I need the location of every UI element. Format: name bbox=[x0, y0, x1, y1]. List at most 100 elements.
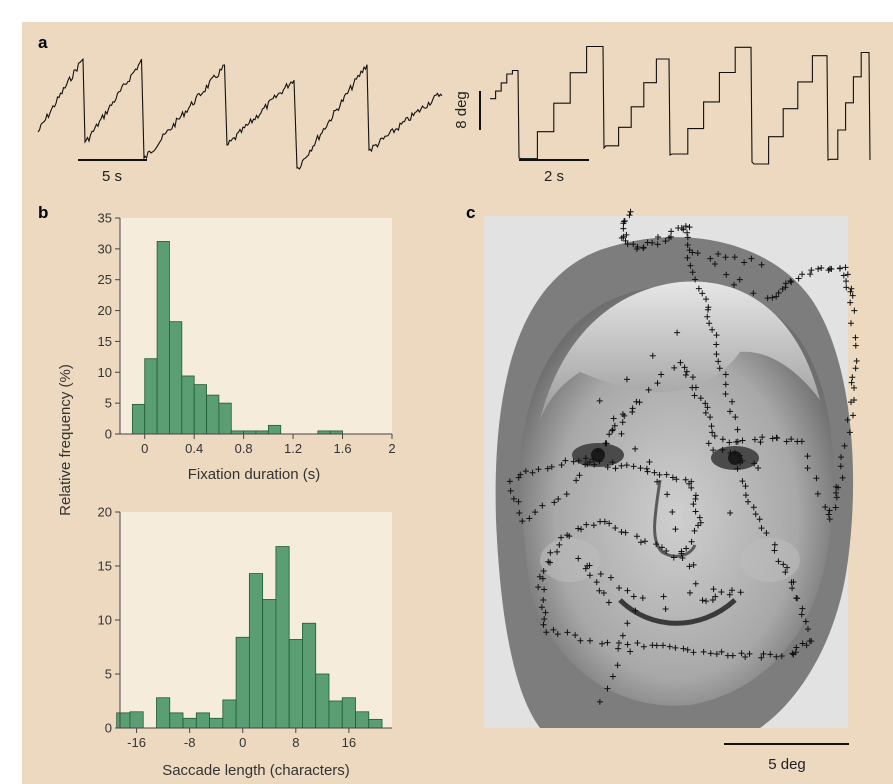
fixation-cross bbox=[804, 465, 811, 472]
fixation-cross bbox=[769, 294, 776, 301]
fixation-cross bbox=[758, 654, 765, 661]
fixation-cross bbox=[687, 262, 694, 269]
fixation-cross bbox=[700, 648, 707, 655]
x-tick-label: 2 bbox=[388, 441, 395, 456]
fixation-cross bbox=[558, 534, 565, 541]
fixation-cross bbox=[615, 645, 622, 652]
fixation-cross bbox=[614, 662, 621, 669]
histogram-bar bbox=[156, 241, 170, 435]
fixation-cross bbox=[682, 223, 689, 230]
x-tick-label: 8 bbox=[292, 735, 299, 750]
fixation-cross bbox=[815, 265, 822, 272]
fixation-cross bbox=[789, 585, 796, 592]
fixation-cross bbox=[684, 254, 691, 261]
fixation-cross bbox=[680, 645, 687, 652]
fixation-cross bbox=[793, 644, 800, 651]
fixation-cross bbox=[622, 529, 629, 536]
x-tick-label: 16 bbox=[342, 735, 356, 750]
fixation-cross bbox=[771, 547, 778, 554]
fixation-cross bbox=[596, 397, 603, 404]
fixation-cross bbox=[818, 264, 825, 271]
fixation-cross bbox=[849, 292, 856, 299]
fixation-cross bbox=[788, 278, 795, 285]
fixation-cross bbox=[711, 433, 718, 440]
fixation-cross bbox=[807, 271, 814, 278]
fixation-cross bbox=[609, 459, 616, 466]
fixation-cross bbox=[644, 468, 651, 475]
fixation-cross bbox=[666, 643, 673, 650]
fixation-cross bbox=[590, 456, 597, 463]
fixation-cross bbox=[750, 504, 757, 511]
fixation-cross bbox=[627, 208, 634, 215]
fixation-cross bbox=[611, 422, 618, 429]
fixation-cross bbox=[692, 276, 699, 283]
y-tick-label: 0 bbox=[105, 721, 112, 736]
fixation-cross bbox=[590, 522, 597, 529]
fixation-cross bbox=[736, 276, 743, 283]
fixation-cross bbox=[586, 562, 593, 569]
fixation-cross bbox=[636, 399, 643, 406]
fixation-cross bbox=[715, 251, 722, 258]
fixation-cross bbox=[684, 229, 691, 236]
face-photo bbox=[495, 237, 854, 728]
fixation-cross bbox=[595, 447, 602, 454]
fixation-cross bbox=[775, 558, 782, 565]
fixation-cross bbox=[713, 351, 720, 358]
fixation-cross bbox=[852, 365, 859, 372]
fixation-cross bbox=[709, 326, 716, 333]
vertical-scale-label: 8 deg bbox=[453, 91, 470, 129]
fixation-cross bbox=[615, 640, 622, 647]
nose bbox=[653, 479, 697, 558]
fixation-cross bbox=[600, 589, 607, 596]
histogram-bar bbox=[302, 622, 317, 729]
fixation-cross bbox=[637, 539, 644, 546]
fixation-cross bbox=[610, 415, 617, 422]
fixation-cross bbox=[784, 564, 791, 571]
hair-shape bbox=[540, 281, 820, 420]
fixation-cross bbox=[773, 653, 780, 660]
fixation-cross bbox=[722, 254, 729, 261]
histogram-bar bbox=[131, 403, 146, 435]
fixation-cross bbox=[540, 567, 547, 574]
y-tick-label: 10 bbox=[98, 365, 112, 380]
fixation-cross bbox=[844, 416, 851, 423]
saccade-length-x-label: Saccade length (characters) bbox=[162, 762, 350, 779]
fixation-cross bbox=[767, 651, 774, 658]
fixation-cross bbox=[702, 409, 709, 416]
fixation-cross bbox=[848, 320, 855, 327]
x-tick-label: 0.4 bbox=[185, 441, 203, 456]
fixation-cross bbox=[826, 265, 833, 272]
fixation-cross bbox=[737, 589, 744, 596]
fixation-cross bbox=[645, 386, 652, 393]
fixation-cross bbox=[853, 357, 860, 364]
fixation-cross bbox=[566, 533, 573, 540]
fixation-cross bbox=[782, 569, 789, 576]
fixation-cross bbox=[634, 639, 641, 646]
fixation-cross bbox=[713, 341, 720, 348]
fixation-cross bbox=[690, 561, 697, 568]
fixation-cross bbox=[624, 587, 631, 594]
histogram-bar bbox=[248, 573, 264, 729]
fixation-cross bbox=[689, 249, 696, 256]
y-tick-label: 25 bbox=[98, 272, 112, 287]
histogram-bar bbox=[195, 712, 210, 729]
fixation-cross bbox=[799, 605, 806, 612]
fixation-cross bbox=[556, 541, 563, 548]
fixation-cross bbox=[847, 288, 854, 295]
fixation-cross bbox=[618, 462, 625, 469]
fixation-cross bbox=[618, 430, 625, 437]
fixation-cross bbox=[848, 379, 855, 386]
fixation-cross bbox=[790, 579, 797, 586]
x-tick-label: 1.2 bbox=[284, 441, 302, 456]
fixation-cross bbox=[630, 463, 637, 470]
fixation-cross bbox=[688, 538, 695, 545]
fixation-cross bbox=[596, 698, 603, 705]
y-tick-label: 5 bbox=[105, 667, 112, 682]
fixation-cross bbox=[832, 504, 839, 511]
histogram-bar bbox=[235, 636, 250, 729]
fixation-cross bbox=[570, 458, 577, 465]
fixation-cross bbox=[684, 646, 691, 653]
fixation-cross bbox=[794, 595, 801, 602]
fixation-cross bbox=[695, 285, 702, 292]
fixation-cross bbox=[734, 465, 741, 472]
